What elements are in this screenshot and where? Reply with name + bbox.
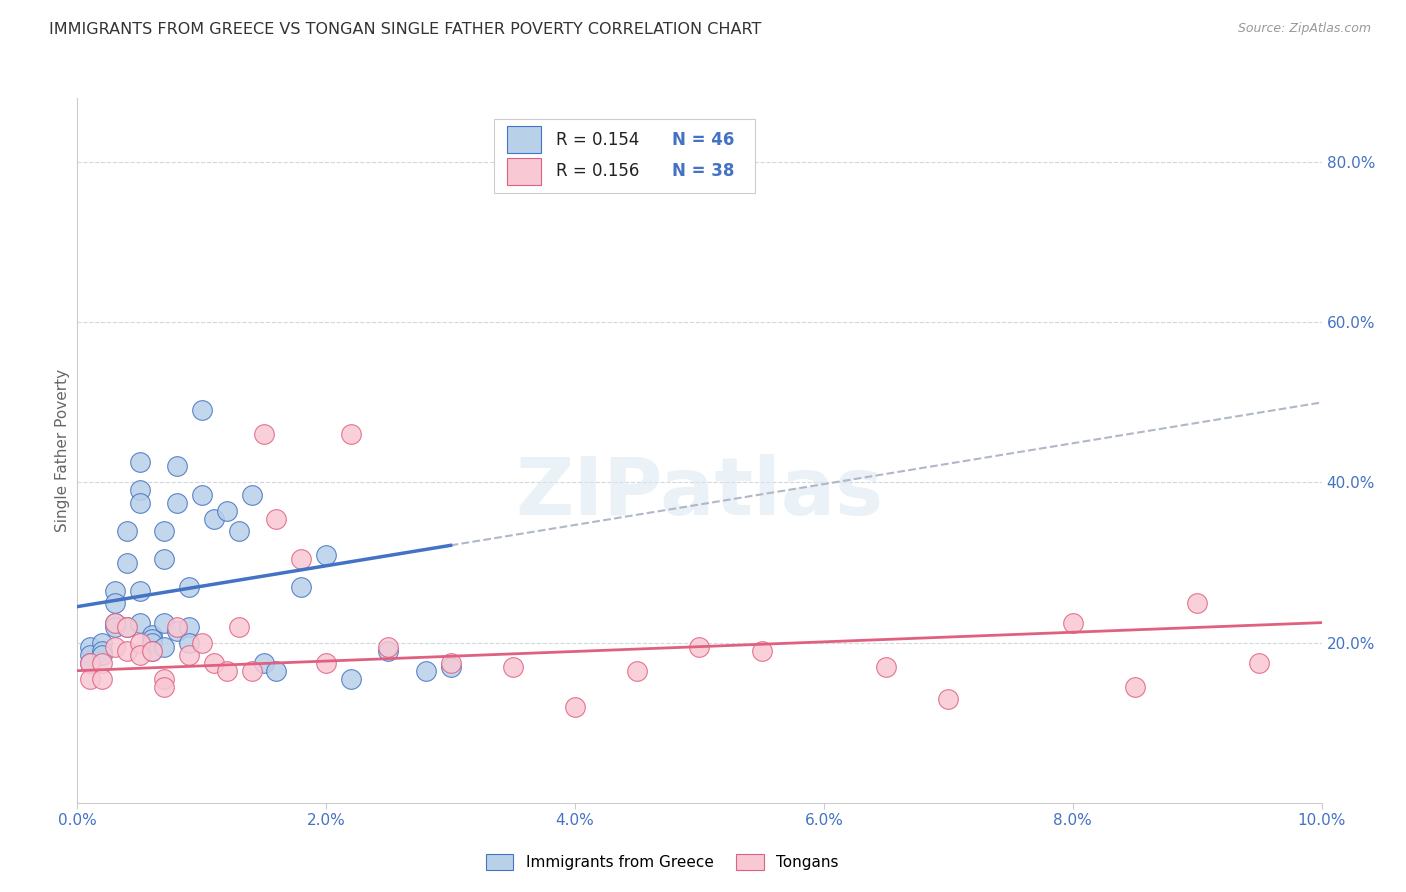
Point [1249,656,1271,670]
Point [1062,615,1084,630]
Point [104,640,127,654]
Text: N = 38: N = 38 [672,162,734,180]
Point [79,672,101,686]
Point [141,632,163,646]
Point [153,680,176,694]
Point [179,635,201,649]
Point [91,648,114,662]
Point [115,620,138,634]
Point [128,635,150,649]
Point [91,643,114,657]
Point [179,580,201,594]
Text: R = 0.156: R = 0.156 [557,162,640,180]
FancyBboxPatch shape [494,120,755,194]
Point [377,640,399,654]
Point [253,656,276,670]
FancyBboxPatch shape [506,127,541,153]
Point [626,664,648,678]
Text: R = 0.154: R = 0.154 [557,131,640,149]
Point [191,635,214,649]
Point [166,624,188,638]
Point [128,583,150,598]
Point [191,403,214,417]
Point [79,656,101,670]
Point [340,672,363,686]
Point [128,495,150,509]
Text: N = 46: N = 46 [672,131,734,149]
Point [290,580,312,594]
Point [689,640,711,654]
Point [128,455,150,469]
Point [153,640,176,654]
FancyBboxPatch shape [506,158,541,185]
Point [153,551,176,566]
Point [215,664,238,678]
Legend: Immigrants from Greece, Tongans: Immigrants from Greece, Tongans [479,848,845,876]
Point [166,459,188,474]
Point [266,511,288,525]
Point [377,643,399,657]
Point [141,635,163,649]
Text: IMMIGRANTS FROM GREECE VS TONGAN SINGLE FATHER POVERTY CORRELATION CHART: IMMIGRANTS FROM GREECE VS TONGAN SINGLE … [49,22,762,37]
Point [79,648,101,662]
Point [415,664,437,678]
Point [1187,596,1209,610]
Point [179,620,201,634]
Point [153,524,176,538]
Point [179,648,201,662]
Point [266,664,288,678]
Point [228,620,250,634]
Point [215,503,238,517]
Point [141,627,163,641]
Point [315,548,337,562]
Point [104,615,127,630]
Text: Source: ZipAtlas.com: Source: ZipAtlas.com [1237,22,1371,36]
Point [315,656,337,670]
Point [115,620,138,634]
Point [115,524,138,538]
Point [751,643,773,657]
Point [91,656,114,670]
Point [502,659,524,673]
Point [128,648,150,662]
Point [153,672,176,686]
Point [166,495,188,509]
Point [79,656,101,670]
Point [240,664,263,678]
Point [564,699,586,714]
Point [340,427,363,442]
Point [253,427,276,442]
Point [79,640,101,654]
Point [91,672,114,686]
Point [141,643,163,657]
Point [104,596,127,610]
Point [104,620,127,634]
Point [153,615,176,630]
Point [440,656,463,670]
Point [115,643,138,657]
Point [202,656,225,670]
Point [91,635,114,649]
Point [141,643,163,657]
Point [104,615,127,630]
Point [128,483,150,498]
Point [115,556,138,570]
Point [202,511,225,525]
Point [128,615,150,630]
Point [191,487,214,501]
Point [938,691,960,706]
Point [228,524,250,538]
Point [1123,680,1146,694]
Point [875,659,897,673]
Point [166,620,188,634]
Point [440,659,463,673]
Point [104,583,127,598]
Point [290,551,312,566]
Text: ZIPatlas: ZIPatlas [516,454,883,532]
Y-axis label: Single Father Poverty: Single Father Poverty [55,369,70,532]
Point [240,487,263,501]
